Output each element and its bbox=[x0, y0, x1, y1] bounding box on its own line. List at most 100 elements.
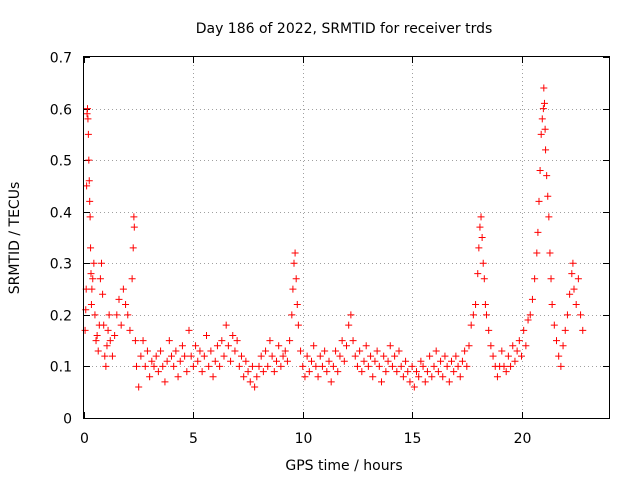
data-point bbox=[375, 362, 383, 370]
data-point bbox=[369, 373, 377, 381]
data-point bbox=[397, 362, 405, 370]
x-tick-label: 0 bbox=[80, 431, 89, 447]
data-point bbox=[268, 352, 276, 360]
data-point bbox=[279, 352, 287, 360]
data-point bbox=[537, 130, 545, 138]
data-point bbox=[213, 342, 221, 350]
data-point bbox=[536, 166, 544, 174]
data-point bbox=[211, 357, 219, 365]
data-point bbox=[273, 357, 280, 365]
data-point bbox=[185, 326, 193, 334]
data-point bbox=[518, 352, 525, 360]
data-point bbox=[124, 311, 132, 319]
data-point bbox=[360, 357, 368, 365]
data-point bbox=[533, 249, 541, 257]
data-point bbox=[126, 326, 134, 334]
data-point bbox=[203, 331, 210, 339]
data-point bbox=[305, 368, 313, 376]
data-point bbox=[93, 331, 101, 339]
data-point bbox=[349, 337, 357, 345]
data-point bbox=[378, 378, 385, 386]
data-point bbox=[102, 362, 110, 370]
data-point bbox=[515, 337, 523, 345]
data-point bbox=[362, 342, 370, 350]
data-point bbox=[439, 373, 447, 381]
data-point bbox=[108, 352, 116, 360]
data-point bbox=[235, 362, 243, 370]
data-point bbox=[220, 352, 228, 360]
data-point bbox=[334, 368, 342, 376]
data-point bbox=[294, 321, 302, 329]
data-point bbox=[130, 223, 138, 231]
data-point bbox=[286, 337, 294, 345]
data-point bbox=[323, 368, 331, 376]
data-point bbox=[393, 368, 401, 376]
data-point bbox=[301, 373, 309, 381]
data-point bbox=[332, 347, 340, 355]
data-point bbox=[143, 347, 151, 355]
data-point bbox=[103, 342, 111, 350]
data-point bbox=[181, 352, 189, 360]
data-point bbox=[511, 357, 519, 365]
data-point bbox=[165, 337, 173, 345]
data-point bbox=[115, 295, 123, 303]
data-point bbox=[216, 362, 224, 370]
data-point bbox=[99, 290, 107, 298]
data-point bbox=[293, 301, 301, 309]
data-point bbox=[543, 172, 551, 180]
data-point bbox=[277, 362, 285, 370]
data-point bbox=[100, 321, 108, 329]
data-point bbox=[283, 357, 291, 365]
data-point bbox=[445, 378, 453, 386]
data-point bbox=[419, 362, 427, 370]
data-point bbox=[524, 316, 532, 324]
data-point bbox=[275, 342, 283, 350]
data-point bbox=[367, 352, 375, 360]
data-point bbox=[170, 362, 178, 370]
data-point bbox=[86, 213, 94, 221]
data-point bbox=[421, 378, 429, 386]
data-point bbox=[386, 342, 394, 350]
data-point bbox=[347, 311, 355, 319]
data-point bbox=[465, 342, 473, 350]
data-point bbox=[351, 352, 359, 360]
data-point bbox=[458, 357, 466, 365]
data-point bbox=[413, 368, 420, 376]
data-point bbox=[90, 259, 98, 267]
y-tick-label: 0 bbox=[63, 412, 72, 428]
data-point bbox=[168, 352, 175, 360]
data-point bbox=[262, 347, 270, 355]
data-point bbox=[129, 244, 137, 252]
data-point bbox=[248, 362, 256, 370]
data-point bbox=[481, 301, 489, 309]
data-point bbox=[563, 311, 571, 319]
data-point bbox=[572, 301, 580, 309]
data-point bbox=[231, 347, 239, 355]
data-point bbox=[399, 373, 407, 381]
data-point bbox=[327, 378, 335, 386]
data-point bbox=[183, 368, 191, 376]
data-point bbox=[546, 249, 554, 257]
data-point bbox=[384, 357, 392, 365]
data-point bbox=[452, 352, 460, 360]
data-point bbox=[251, 383, 259, 391]
y-tick-label: 0.7 bbox=[50, 51, 72, 67]
data-point bbox=[475, 244, 483, 252]
data-point bbox=[84, 115, 92, 123]
data-point bbox=[81, 326, 89, 334]
data-point bbox=[281, 347, 289, 355]
data-point bbox=[545, 213, 553, 221]
data-point bbox=[128, 275, 136, 283]
data-point bbox=[404, 368, 412, 376]
data-point bbox=[133, 362, 140, 370]
data-point bbox=[513, 347, 521, 355]
y-tick-label: 0.5 bbox=[50, 154, 72, 170]
data-point bbox=[373, 347, 381, 355]
data-point bbox=[270, 368, 278, 376]
data-point bbox=[161, 378, 169, 386]
data-point bbox=[479, 259, 487, 267]
data-point bbox=[472, 301, 480, 309]
data-point bbox=[553, 337, 560, 345]
data-point bbox=[200, 352, 208, 360]
